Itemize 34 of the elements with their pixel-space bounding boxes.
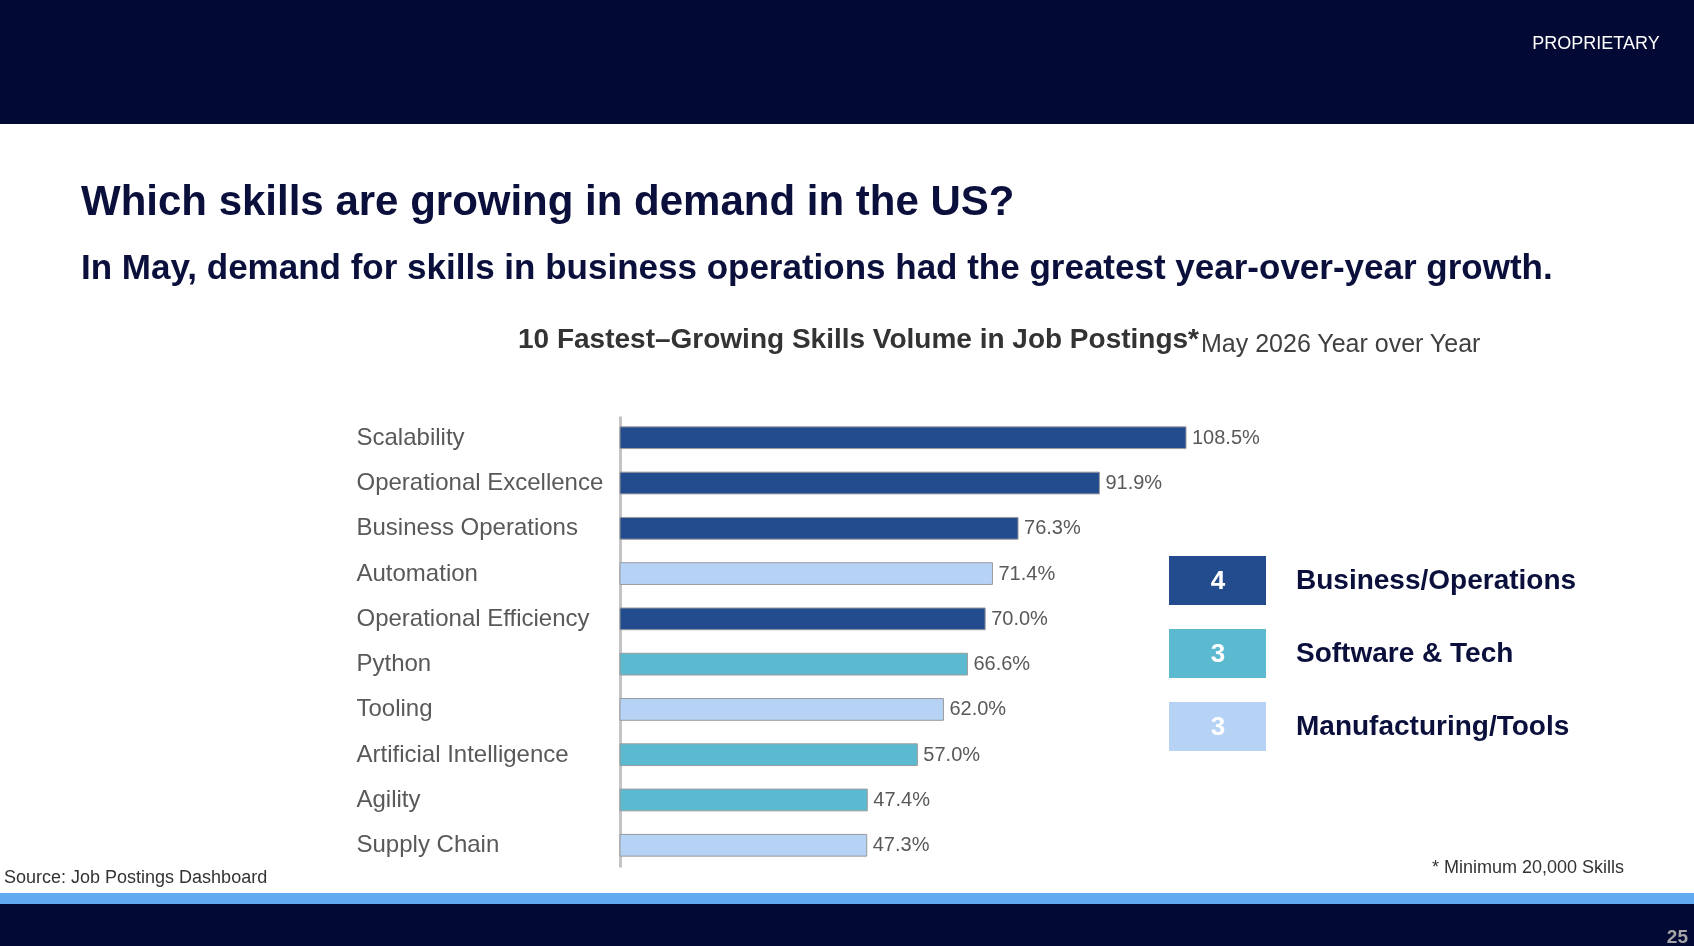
data-label: 71.4% [998, 561, 1056, 584]
chart-subtitle: In May, demand for skills in business operations had the greatest year-over-year growth. [81, 247, 1553, 286]
data-label: 47.4% [873, 787, 931, 810]
text: May 2026 Year over Year [1201, 329, 1481, 357]
y-tick-label: Automation [356, 558, 478, 586]
y-tick-label: Business Operations [356, 513, 578, 541]
data-label: 70.0% [991, 606, 1049, 629]
data-label: 3 [1210, 637, 1226, 668]
category-label: Business/Operations [1296, 563, 1577, 595]
data-label: 3 [1210, 710, 1226, 741]
data-label: 4 [1210, 564, 1226, 595]
data-label: 62.0% [949, 697, 1007, 720]
y-tick-label: Tooling [356, 694, 433, 722]
text: 25 [1666, 926, 1689, 946]
data-label: 91.9% [1105, 471, 1163, 494]
text: * Minimum 20,000 Skills [1432, 857, 1625, 877]
data-label: 108.5% [1192, 425, 1261, 448]
category-label: Manufacturing/Tools [1296, 709, 1570, 741]
y-tick-label: Agility [356, 784, 421, 812]
data-label: 57.0% [923, 742, 981, 765]
text: PROPRIETARY [1532, 33, 1660, 53]
category-label: Software & Tech [1296, 636, 1514, 668]
chart-title: Which skills are growing in demand in the US? [81, 177, 1015, 224]
data-label: 66.6% [973, 652, 1031, 675]
y-tick-label: Operational Efficiency [356, 603, 590, 631]
y-tick-label: Supply Chain [356, 830, 500, 858]
y-tick-label: Operational Excellence [356, 468, 604, 496]
y-tick-label: Python [356, 649, 432, 677]
source-note: Source: Job Postings Dashboard [4, 867, 268, 887]
y-tick-label: Artificial Intelligence [356, 739, 569, 767]
y-tick-label: Scalability [356, 422, 465, 450]
text: 10 Fastest–Growing Skills Volume in Job Postings* [518, 323, 1200, 354]
data-label: 47.3% [872, 833, 930, 856]
data-label: 76.3% [1024, 516, 1081, 539]
